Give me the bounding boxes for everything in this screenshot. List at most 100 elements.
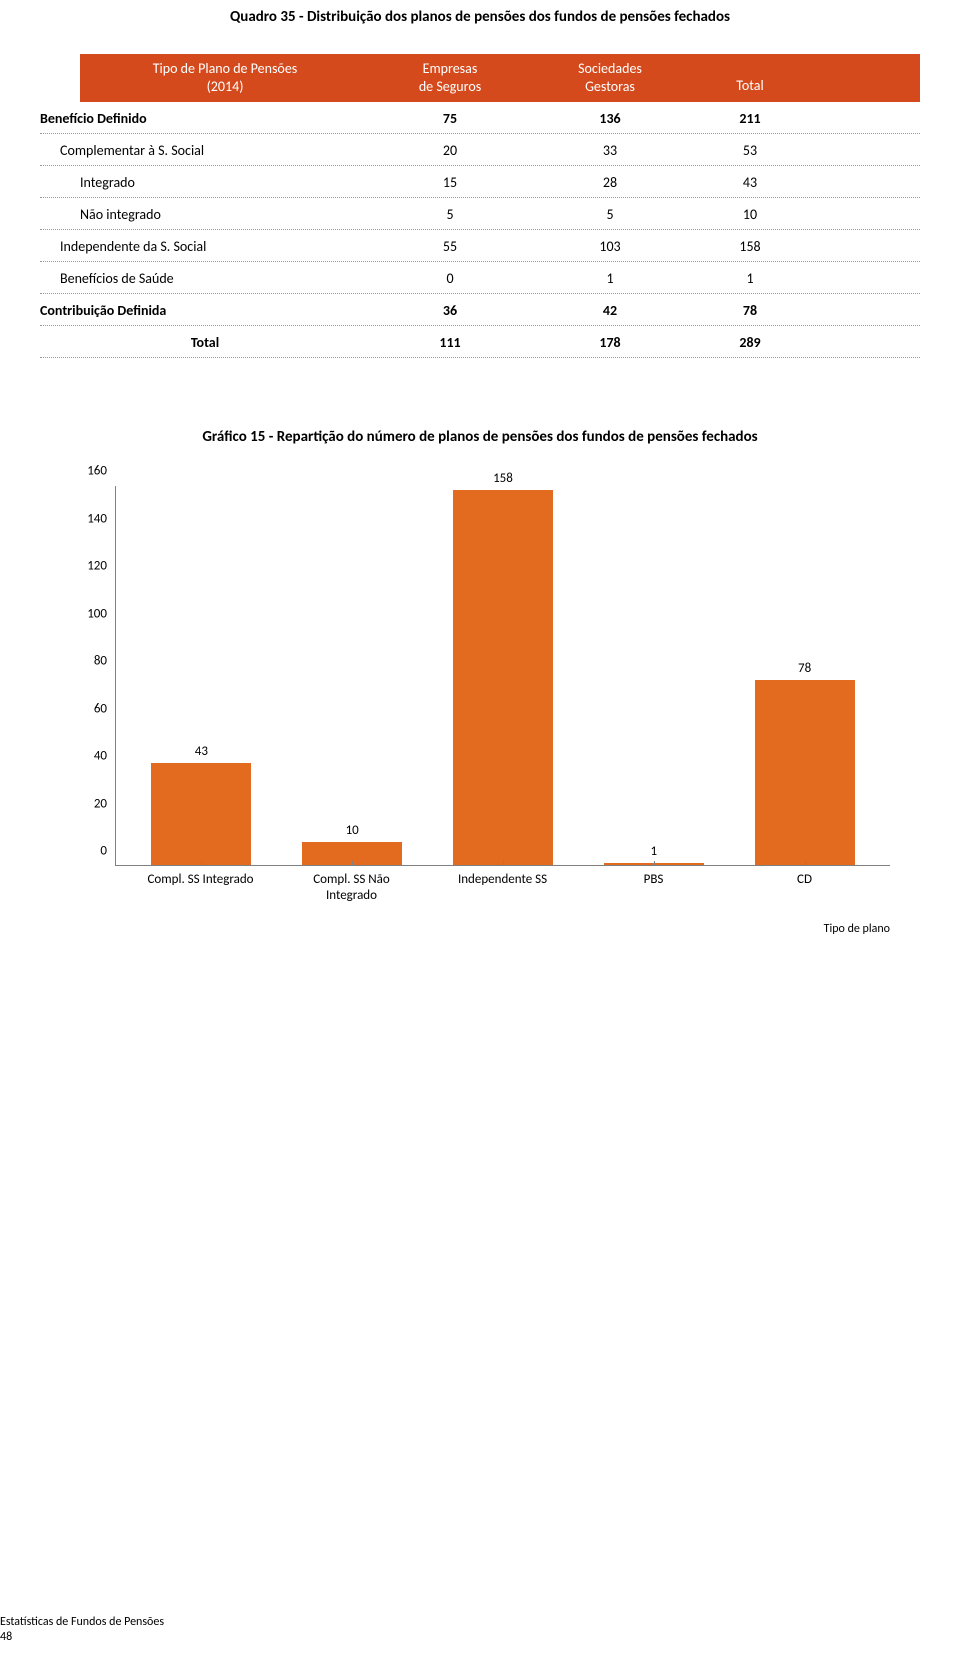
header-col-type: Tipo de Plano de Pensões (2014)	[80, 60, 370, 96]
y-tick-label: 100	[87, 606, 107, 621]
row-value: 28	[530, 174, 690, 191]
table-row: Não integrado5510	[40, 198, 920, 230]
x-axis: Compl. SS Integrado Compl. SS Não Integra…	[115, 866, 890, 903]
header-col-total: Total	[690, 60, 810, 96]
row-value: 158	[690, 238, 810, 255]
bar-value-label: 78	[798, 661, 811, 676]
footer-line1: Estatísticas de Fundos de Pensões	[0, 1615, 164, 1629]
table-row: Integrado152843	[40, 166, 920, 198]
y-tick-label: 160	[87, 464, 107, 479]
row-value: 10	[690, 206, 810, 223]
table-row: Total111178289	[40, 326, 920, 358]
row-value: 0	[370, 270, 530, 287]
y-tick-label: 20	[94, 796, 107, 811]
bar-group: 10	[292, 823, 412, 866]
y-tick-label: 40	[94, 749, 107, 764]
table-header-bar: Tipo de Plano de Pensões (2014) Empresas…	[80, 54, 920, 102]
y-tick-label: 60	[94, 701, 107, 716]
bar-value-label: 43	[195, 744, 208, 759]
table-row: Benefício Definido75136211	[40, 102, 920, 134]
header-sociedades-line1: Sociedades	[578, 60, 642, 77]
chart-title: Gráfico 15 - Repartição do número de pla…	[40, 428, 920, 446]
row-value: 55	[370, 238, 530, 255]
x-label-group: CD	[745, 866, 865, 903]
row-value: 43	[690, 174, 810, 191]
x-label: PBS	[594, 866, 714, 888]
bar-value-label: 158	[493, 471, 513, 486]
table-body: Benefício Definido75136211Complementar à…	[40, 102, 920, 358]
row-value: 289	[690, 334, 810, 351]
x-tick	[503, 861, 504, 866]
y-tick-label: 140	[87, 511, 107, 526]
bar-value-label: 1	[650, 844, 657, 859]
bar-group: 43	[141, 744, 261, 865]
bar-group: 158	[443, 471, 563, 865]
row-label: Benefícios de Saúde	[40, 270, 370, 287]
bar	[453, 490, 553, 865]
x-label-group: Compl. SS Integrado	[141, 866, 261, 903]
x-label-group: Compl. SS Não Integrado	[292, 866, 412, 903]
plot-area: 4310158178	[115, 486, 890, 866]
x-label: CD	[745, 866, 865, 888]
y-tick-label: 0	[100, 844, 107, 859]
footer-page-number: 48	[0, 1630, 12, 1644]
x-tick	[805, 861, 806, 866]
row-label: Total	[40, 334, 370, 351]
x-tick	[352, 861, 353, 866]
row-value: 111	[370, 334, 530, 351]
table-row: Independente da S. Social55103158	[40, 230, 920, 262]
table-row: Contribuição Definida364278	[40, 294, 920, 326]
bar-chart: 020406080100120140160 4310158178	[70, 486, 920, 866]
bar-value-label: 10	[346, 823, 359, 838]
header-type-line1: Tipo de Plano de Pensões	[153, 60, 298, 77]
header-empresas-line2: de Seguros	[419, 78, 481, 95]
row-value: 36	[370, 302, 530, 319]
x-label: Compl. SS Não Integrado	[292, 866, 412, 903]
row-value: 78	[690, 302, 810, 319]
table-row: Benefícios de Saúde011	[40, 262, 920, 294]
row-value: 42	[530, 302, 690, 319]
header-empresas-line1: Empresas	[423, 60, 478, 77]
row-value: 15	[370, 174, 530, 191]
row-value: 33	[530, 142, 690, 159]
header-type-line2: (2014)	[207, 78, 244, 95]
header-sociedades-line2: Gestoras	[585, 78, 635, 95]
row-label: Contribuição Definida	[40, 302, 370, 319]
row-label: Independente da S. Social	[40, 238, 370, 255]
row-value: 1	[530, 270, 690, 287]
x-label-group: PBS	[594, 866, 714, 903]
row-value: 5	[530, 206, 690, 223]
row-value: 53	[690, 142, 810, 159]
header-col-empresas: Empresas de Seguros	[370, 60, 530, 96]
x-label: Independente SS	[443, 866, 563, 888]
row-label: Não integrado	[40, 206, 370, 223]
row-label: Benefício Definido	[40, 110, 370, 127]
bar	[151, 763, 251, 865]
table-header: Tipo de Plano de Pensões (2014) Empresas…	[40, 54, 920, 102]
row-value: 178	[530, 334, 690, 351]
row-label: Complementar à S. Social	[40, 142, 370, 159]
y-tick-label: 120	[87, 559, 107, 574]
x-tick	[654, 861, 655, 866]
row-value: 103	[530, 238, 690, 255]
row-value: 75	[370, 110, 530, 127]
row-label: Integrado	[40, 174, 370, 191]
header-col-sociedades: Sociedades Gestoras	[530, 60, 690, 96]
x-axis-caption: Tipo de plano	[40, 922, 890, 936]
header-total-label: Total	[736, 77, 763, 94]
x-label-group: Independente SS	[443, 866, 563, 903]
row-value: 136	[530, 110, 690, 127]
row-value: 1	[690, 270, 810, 287]
row-value: 5	[370, 206, 530, 223]
y-axis: 020406080100120140160	[70, 486, 115, 866]
bar-group: 78	[745, 661, 865, 865]
row-value: 20	[370, 142, 530, 159]
row-value: 211	[690, 110, 810, 127]
bar	[755, 680, 855, 865]
page-footer: Estatísticas de Fundos de Pensões 48	[0, 1615, 164, 1646]
table-row: Complementar à S. Social203353	[40, 134, 920, 166]
x-tick	[201, 861, 202, 866]
table-title: Quadro 35 - Distribuição dos planos de p…	[40, 8, 920, 26]
y-tick-label: 80	[94, 654, 107, 669]
x-label: Compl. SS Integrado	[141, 866, 261, 888]
